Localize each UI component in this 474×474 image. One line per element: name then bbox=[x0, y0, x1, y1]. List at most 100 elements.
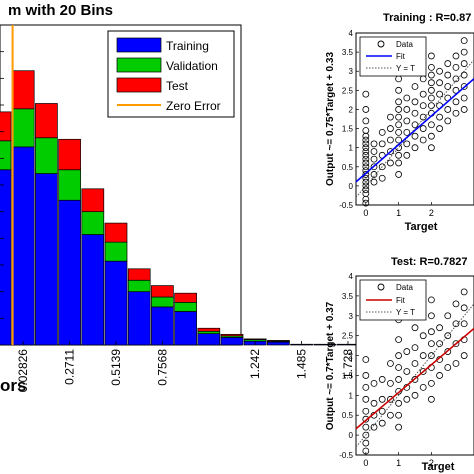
legend-swatch-test bbox=[116, 77, 162, 93]
y-tick-label: 4 bbox=[349, 29, 354, 38]
data-point bbox=[395, 399, 403, 407]
data-point bbox=[436, 340, 443, 348]
training-legend-marker-data bbox=[377, 40, 385, 48]
data-point bbox=[362, 190, 370, 197]
data-point bbox=[427, 312, 435, 320]
data-point bbox=[403, 151, 411, 159]
data-point bbox=[370, 171, 378, 178]
data-point bbox=[378, 128, 386, 136]
histogram-bar-training bbox=[11, 146, 35, 346]
data-point bbox=[411, 109, 419, 117]
data-point bbox=[362, 155, 370, 163]
histogram-title: m with 20 Bins bbox=[8, 2, 113, 19]
data-point bbox=[436, 67, 443, 75]
data-point bbox=[427, 340, 435, 348]
data-point bbox=[403, 368, 411, 375]
data-point bbox=[427, 121, 435, 129]
data-point bbox=[411, 121, 419, 129]
test-xlabel: Target bbox=[422, 461, 455, 473]
data-point bbox=[460, 94, 468, 102]
data-point bbox=[436, 113, 443, 121]
y-tick-label: 0 bbox=[349, 182, 354, 191]
data-point bbox=[403, 106, 411, 113]
test-title: Test: R=0.7827 bbox=[391, 256, 468, 268]
data-point bbox=[460, 320, 468, 328]
histogram-bar-training bbox=[197, 333, 221, 346]
test-legend-label-fit: Fit bbox=[396, 296, 406, 305]
y-tick-label: 4 bbox=[349, 272, 354, 281]
training-ticks: -0.5 0 0.5 1 1.5 2 2.5 3 3.5 4 0 1 2 bbox=[339, 29, 434, 218]
data-point bbox=[362, 174, 370, 182]
histogram-bar-test bbox=[104, 222, 128, 243]
data-point bbox=[444, 71, 452, 79]
data-point bbox=[444, 117, 452, 125]
test-data-points bbox=[362, 288, 468, 455]
data-point bbox=[419, 332, 427, 340]
data-point bbox=[395, 423, 403, 431]
data-point bbox=[395, 364, 403, 371]
histogram-bar-test bbox=[11, 70, 35, 110]
data-point bbox=[370, 379, 378, 387]
histogram-bar-validation bbox=[35, 137, 58, 174]
data-point bbox=[395, 98, 403, 106]
data-point bbox=[452, 340, 460, 348]
histogram-bar-training bbox=[151, 306, 174, 346]
histogram-x-tick-label: 0.2711 bbox=[63, 349, 77, 385]
data-point bbox=[378, 419, 386, 427]
data-point bbox=[370, 148, 378, 155]
x-tick-label: 2 bbox=[429, 458, 434, 468]
data-point bbox=[452, 52, 460, 60]
histogram-bar-training bbox=[220, 337, 244, 346]
data-point bbox=[460, 48, 468, 56]
histogram-bar-validation bbox=[174, 301, 197, 312]
data-point bbox=[411, 324, 419, 332]
data-point bbox=[387, 125, 394, 132]
histogram-bar-training bbox=[267, 341, 290, 346]
y-tick-label: -0.5 bbox=[339, 451, 353, 460]
data-point bbox=[427, 379, 435, 387]
data-point bbox=[452, 320, 460, 328]
fit-line bbox=[355, 78, 474, 183]
data-point bbox=[387, 360, 394, 367]
x-tick-label: 1 bbox=[396, 458, 401, 468]
data-point bbox=[411, 83, 419, 90]
legend-label-zero-error: Zero Error bbox=[166, 99, 221, 113]
data-point bbox=[427, 94, 435, 102]
data-point bbox=[387, 379, 394, 387]
y-tick-label: -0.5 bbox=[339, 201, 353, 210]
test-ticks: -0.5 0 0.5 1 1.5 2 2.5 3 3.5 4 0 1 2 bbox=[339, 272, 434, 468]
histogram-bar-test bbox=[58, 138, 81, 171]
histogram-y-ticks bbox=[0, 24, 4, 346]
data-point bbox=[370, 423, 378, 431]
x-tick-label: 0 bbox=[363, 458, 368, 468]
data-point bbox=[403, 395, 411, 403]
data-point bbox=[362, 163, 370, 171]
y-tick-label: 1 bbox=[349, 144, 354, 153]
data-point bbox=[460, 288, 468, 296]
data-point bbox=[362, 447, 370, 455]
x-tick-label: 0 bbox=[363, 208, 368, 218]
histogram-bar-training bbox=[35, 173, 58, 346]
histogram-bar-test bbox=[127, 268, 151, 281]
data-point bbox=[370, 178, 378, 186]
histogram-bar-validation bbox=[151, 296, 174, 308]
data-point bbox=[370, 140, 378, 148]
histogram-bar-test bbox=[174, 292, 197, 303]
data-point bbox=[362, 159, 370, 167]
histogram-bar-test bbox=[0, 111, 12, 142]
data-point bbox=[419, 102, 427, 110]
data-point bbox=[387, 148, 394, 155]
data-point bbox=[395, 376, 403, 383]
y-tick-label: 2.5 bbox=[342, 332, 354, 341]
data-point bbox=[444, 348, 452, 355]
histogram-bar-test bbox=[243, 338, 267, 341]
histogram-x-tick-label: 0.02826 bbox=[16, 349, 30, 393]
data-point bbox=[395, 387, 403, 395]
y-tick-label: 1 bbox=[349, 391, 354, 400]
legend-label-validation: Validation bbox=[166, 59, 218, 73]
data-point bbox=[362, 356, 370, 363]
legend-swatch-validation bbox=[116, 57, 162, 73]
data-point bbox=[378, 395, 386, 403]
data-point bbox=[452, 75, 460, 83]
training-fit-line bbox=[355, 78, 474, 183]
